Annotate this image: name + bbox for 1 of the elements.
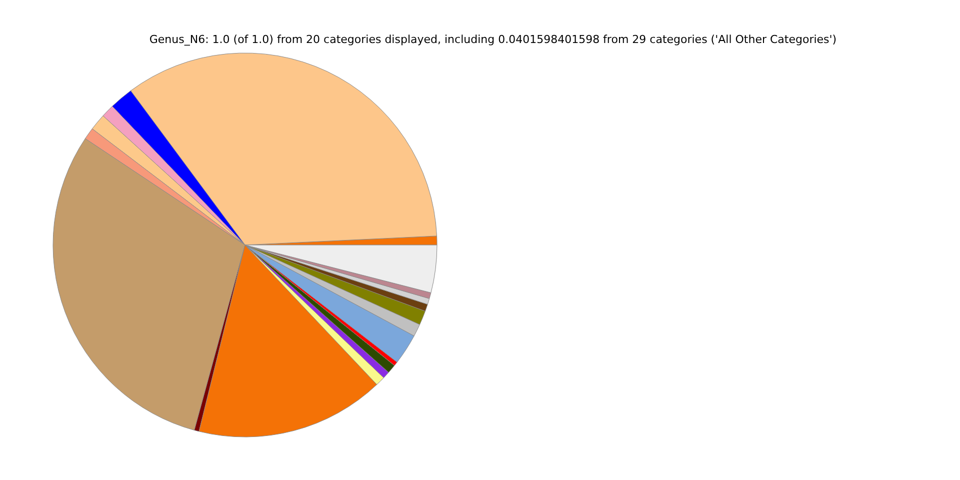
text: Genus_N6: 1.0 (of 1.0) from 20 categories displayed, including 0.0401598401598 from 29 categories ('All Other Categories')	[149, 33, 837, 46]
